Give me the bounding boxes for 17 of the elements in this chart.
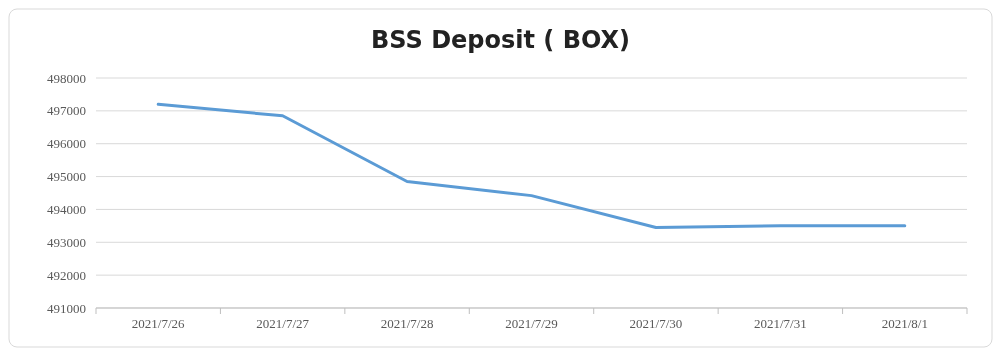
y-tick-label: 492000 — [47, 267, 86, 283]
x-tick-label: 2021/7/26 — [131, 316, 186, 331]
y-tick-label: 497000 — [47, 103, 86, 119]
x-tick-label: 2021/7/27 — [256, 316, 310, 331]
line-series — [156, 102, 907, 229]
y-tick-label: 494000 — [47, 201, 86, 217]
y-tick-label: 495000 — [47, 169, 86, 185]
y-tick-label: 491000 — [47, 300, 86, 316]
x-tick-label: 2021/7/28 — [380, 316, 434, 331]
x-tick-label: 2021/7/31 — [753, 316, 807, 331]
y-tick-label: 496000 — [47, 136, 86, 152]
x-tick-label: 2021/8/1 — [881, 316, 928, 331]
x-tick-label: 2021/7/30 — [629, 316, 683, 331]
y-tick-label: 498000 — [47, 70, 86, 86]
x-tick-label: 2021/7/29 — [505, 316, 558, 331]
y-tick-label: 493000 — [47, 234, 86, 250]
chart-title: BSS Deposit ( BOX) — [371, 26, 630, 54]
